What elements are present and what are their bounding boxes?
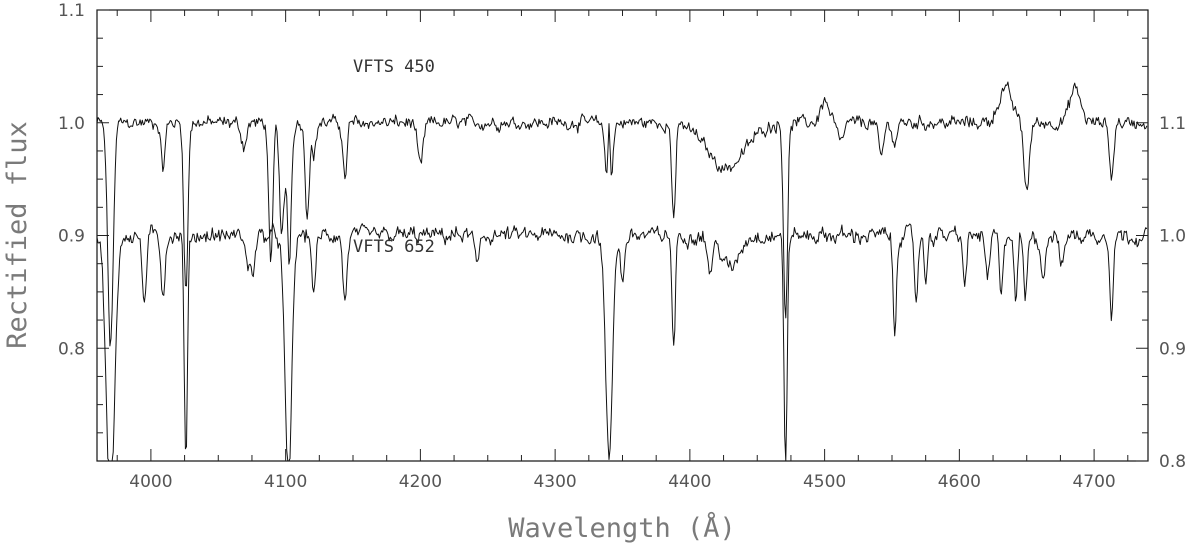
y-right-tick-label: 1.1 <box>1159 114 1186 134</box>
y-right-tick-label: 0.8 <box>1159 452 1186 472</box>
x-tick-label: 4700 <box>1072 472 1115 492</box>
y-left-tick-label: 0.8 <box>58 339 85 359</box>
y-axis-right: 0.8 0.9 1.0 1.1 <box>1136 37 1186 472</box>
x-tick-label: 4500 <box>803 472 846 492</box>
x-axis: 4000 4100 4200 4300 4400 4500 4600 4700 <box>116 10 1129 492</box>
x-tick-label: 4300 <box>533 472 576 492</box>
series-label: VFTS 652 <box>353 237 435 257</box>
plot-frame <box>96 9 1149 462</box>
series-label: VFTS 450 <box>353 57 435 77</box>
x-tick-label: 4100 <box>264 472 307 492</box>
series-layer: VFTS 450 VFTS 652 <box>96 57 1148 462</box>
y-axis-left: 0.8 0.9 1.0 1.1 <box>58 1 109 434</box>
y-left-tick-label: 0.9 <box>58 227 85 247</box>
x-tick-label: 4400 <box>668 472 711 492</box>
y-left-tick-label: 1.1 <box>58 1 85 21</box>
y-axis-label: Rectified flux <box>2 121 33 349</box>
x-tick-label: 4200 <box>399 472 442 492</box>
x-tick-label: 4000 <box>129 472 172 492</box>
x-axis-label: Wavelength (Å) <box>508 512 736 544</box>
y-right-tick-label: 0.9 <box>1159 339 1186 359</box>
y-right-tick-label: 1.0 <box>1159 227 1186 247</box>
y-left-tick-label: 1.0 <box>58 114 85 134</box>
spectrum-line-vfts-450 <box>96 81 1148 347</box>
spectrum-line-vfts-652 <box>96 222 1148 462</box>
x-tick-label: 4600 <box>938 472 981 492</box>
